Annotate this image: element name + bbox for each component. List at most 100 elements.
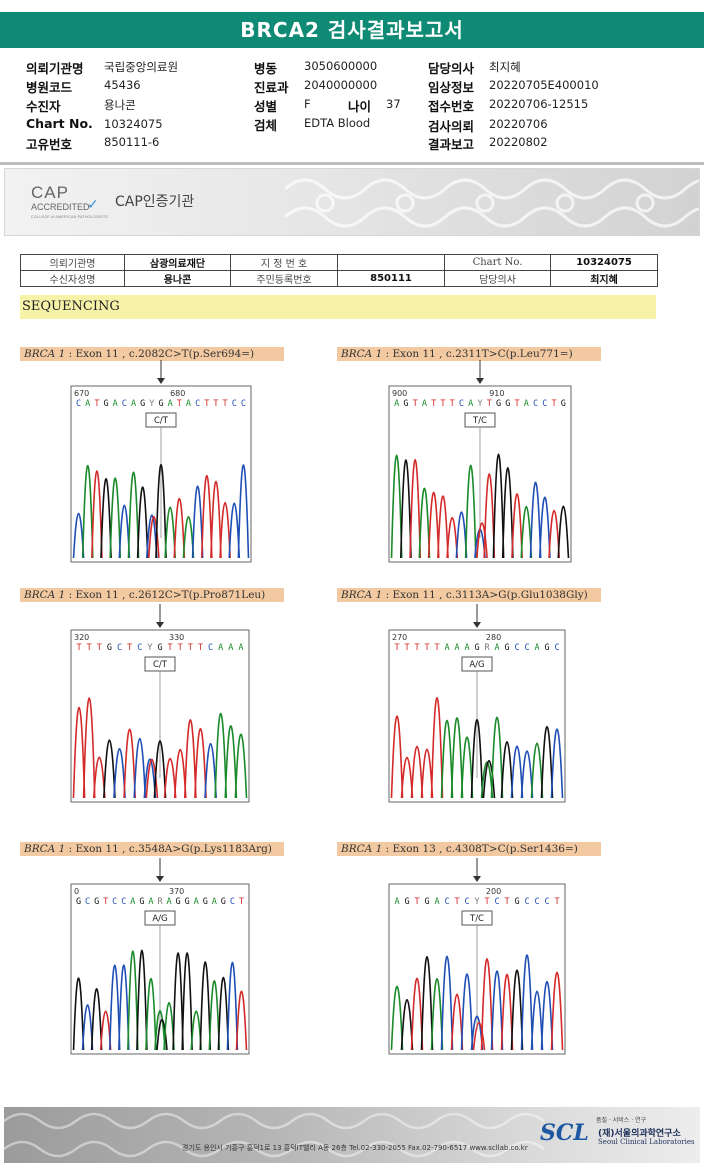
trace-peak (143, 758, 157, 799)
info-value: EDTA Blood (304, 116, 371, 130)
base-call: A (228, 643, 233, 653)
base-call: A (194, 897, 199, 907)
patient-table: 의뢰기관명 삼광의료재단 지 정 번 호 Chart No. 10324075 … (20, 254, 658, 287)
trace-peak (400, 998, 414, 1051)
tick-label: 270 (392, 633, 407, 642)
report-title: BRCA2 검사결과보고서 (0, 12, 704, 48)
info-label: 나이 (348, 99, 372, 114)
trace-peak (476, 522, 488, 559)
trace-peak (154, 1010, 166, 1051)
footer: 경기도 용인시 기흥구 흥덕1로 13 흥덕IT밸리 A동 26층 Tel.02… (4, 1107, 700, 1163)
table-cell: 의뢰기관명 (20, 254, 125, 271)
base-call: A (444, 643, 449, 653)
trace-peak (191, 485, 204, 559)
base-call: Y (477, 399, 482, 409)
base-call: A (130, 897, 135, 907)
variant-label: BRCA 1 : Exon 13 , c.4308T>C(p.Ser1436=) (337, 842, 601, 856)
trace-peak (237, 464, 250, 559)
variant-desc: : Exon 11 , c.2311T>C(p.Leu771=) (382, 348, 573, 360)
base-call: G (176, 897, 181, 907)
trace-peak (92, 756, 106, 799)
trace-peak (123, 728, 137, 799)
base-call: G (403, 399, 408, 409)
trace-peak (400, 459, 412, 559)
trace-peak (183, 719, 197, 799)
trace-peak (156, 1018, 168, 1051)
info-label: 진료과 (254, 80, 289, 95)
trace-peak (548, 509, 560, 559)
trace-peak (492, 453, 505, 559)
base-call: G (496, 399, 501, 409)
trace-peak (464, 464, 477, 559)
base-call: T (97, 643, 102, 653)
base-call: G (474, 643, 479, 653)
base-call: T (414, 897, 419, 907)
trace-peak (172, 952, 184, 1051)
variant-label: BRCA 1 : Exon 11 , c.3548A>G(p.Lys1183Ar… (20, 842, 284, 856)
cap-college-text: COLLEGE of AMERICAN PATHOLOGISTS (31, 214, 108, 219)
base-call: C (195, 399, 200, 409)
trace-peak (103, 739, 116, 799)
base-call: T (404, 643, 409, 653)
base-call: C (121, 897, 126, 907)
base-call: T (204, 399, 209, 409)
trace-peak (181, 952, 193, 1051)
base-call: T (484, 897, 489, 907)
decorative-pattern (285, 178, 699, 228)
trace-peak (173, 748, 187, 799)
trace-peak (460, 973, 474, 1051)
base-call: G (157, 643, 162, 653)
base-call: C (554, 643, 559, 653)
trace-peak (437, 495, 449, 559)
decorative-pattern (4, 1112, 545, 1158)
table-cell: 삼광의료재단 (124, 254, 231, 271)
trace-peak (490, 970, 504, 1051)
info-label: 병동 (254, 61, 278, 76)
tick-label: 900 (392, 389, 407, 398)
table-row: 의뢰기관명 삼광의료재단 지 정 번 호 Chart No. 10324075 (20, 254, 658, 271)
trace-peak (81, 464, 94, 559)
info-label: 고유번호 (26, 137, 73, 152)
base-call: C (122, 399, 127, 409)
info-value: 45436 (104, 78, 141, 92)
trace-peak (145, 977, 157, 1051)
trace-peak (235, 990, 248, 1051)
info-label: 검사의뢰 (428, 119, 475, 134)
base-call: G (107, 643, 112, 653)
base-call: T (76, 643, 81, 653)
info-value: 3050600000 (304, 59, 378, 73)
base-call: A (148, 897, 153, 907)
info-label: 성별 (254, 99, 278, 114)
trace-peak (173, 498, 186, 559)
base-call: A (464, 643, 469, 653)
base-call: T (440, 399, 445, 409)
genotype-call: A/G (469, 660, 484, 670)
base-call: T (504, 897, 509, 907)
trace-peak (204, 743, 217, 799)
base-call: A (238, 643, 243, 653)
base-call: T (413, 399, 418, 409)
info-value: 20220705E400010 (489, 78, 599, 92)
cap-logo-text: CAP (31, 183, 69, 202)
info-value: 850111-6 (104, 135, 160, 149)
divider (0, 162, 704, 165)
base-call: A (186, 399, 191, 409)
info-label: 임상정보 (428, 80, 475, 95)
trace-peak (440, 955, 454, 1051)
trace-peak (427, 491, 440, 559)
base-call: Y (147, 643, 152, 653)
base-call: A (524, 399, 529, 409)
trace-peak (133, 738, 147, 799)
info-label: 담당의사 (428, 61, 475, 76)
base-call: A (422, 399, 427, 409)
variant-label: BRCA 1 : Exon 11 , c.2612C>T(p.Pro871Leu… (20, 588, 284, 602)
table-cell: 850111 (337, 270, 445, 287)
base-call: T (223, 399, 228, 409)
info-label: Chart No. (26, 116, 93, 131)
trace-peak (410, 745, 424, 799)
trace-peak (550, 971, 564, 1051)
